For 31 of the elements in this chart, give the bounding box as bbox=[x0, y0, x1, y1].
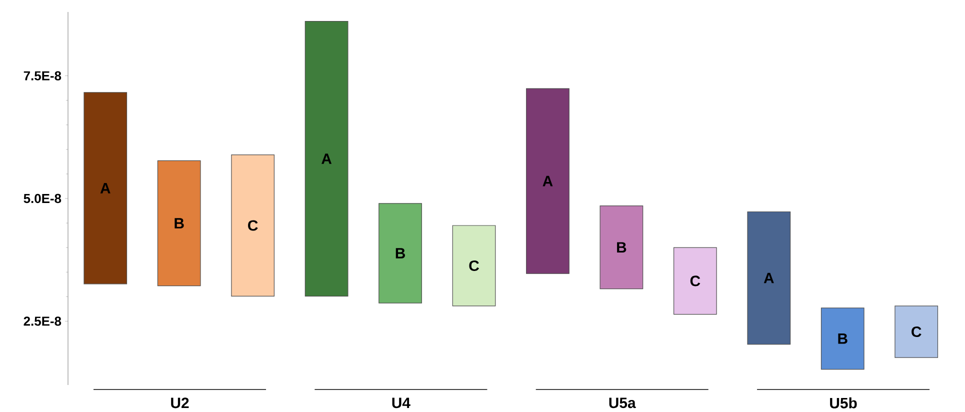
text: C bbox=[912, 326, 922, 338]
bar bbox=[378, 203, 422, 304]
bar bbox=[231, 154, 275, 296]
bar bbox=[157, 160, 201, 286]
text: A bbox=[322, 154, 332, 164]
x-tick-label: U2 bbox=[171, 398, 189, 408]
y-tick-label: 7.5E-8 bbox=[24, 71, 62, 80]
text: B bbox=[617, 242, 626, 252]
text: A bbox=[764, 272, 774, 284]
x-tick-label: U4 bbox=[392, 398, 410, 408]
text: B bbox=[174, 218, 184, 228]
y-tick-label: 2.5E-8 bbox=[24, 316, 62, 326]
text: A bbox=[542, 176, 553, 186]
series-label: C bbox=[248, 220, 258, 231]
bar bbox=[452, 225, 496, 306]
series-label: A bbox=[100, 183, 110, 194]
text: B bbox=[396, 248, 405, 258]
y-tick-label: 5.0E-8 bbox=[24, 194, 62, 204]
bar bbox=[820, 308, 864, 370]
text: C bbox=[690, 276, 700, 286]
x-tick-label: U5a bbox=[609, 398, 636, 408]
bar bbox=[600, 206, 644, 290]
series-label: B bbox=[838, 333, 848, 344]
bar bbox=[84, 92, 128, 284]
bar bbox=[304, 21, 348, 296]
bar bbox=[747, 211, 791, 345]
bar bbox=[894, 306, 938, 358]
bar bbox=[526, 88, 570, 274]
bar bbox=[673, 247, 717, 315]
text: C bbox=[469, 260, 479, 272]
x-tick-label: U5b bbox=[830, 397, 857, 408]
